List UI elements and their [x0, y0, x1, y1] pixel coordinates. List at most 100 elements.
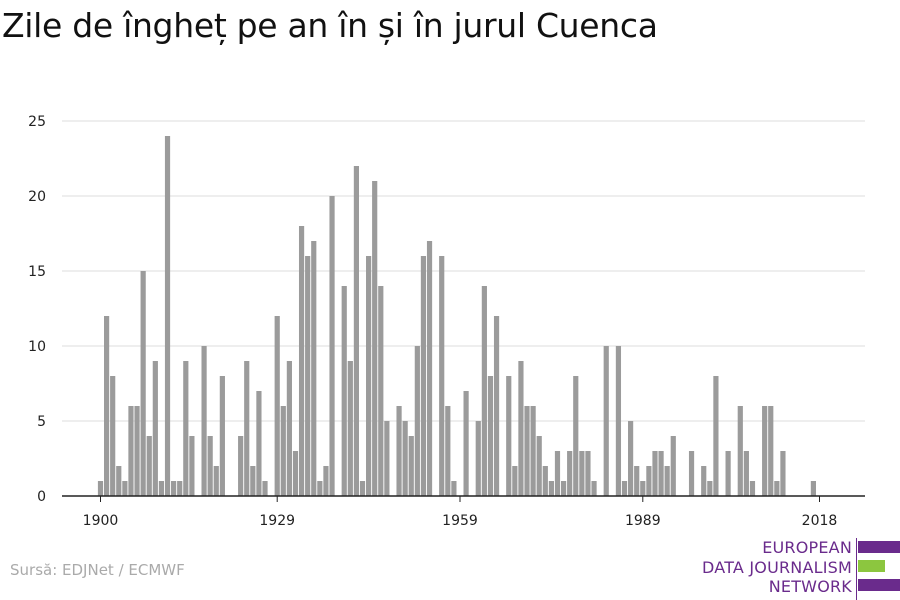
bar-1977[interactable]	[567, 451, 573, 496]
bar-1960[interactable]	[463, 391, 469, 496]
bar-1938[interactable]	[329, 196, 335, 496]
bar-1935[interactable]	[311, 241, 317, 496]
bar-1943[interactable]	[359, 481, 366, 496]
bar-1923[interactable]	[238, 436, 244, 496]
bar-1944[interactable]	[366, 256, 372, 496]
bar-1927[interactable]	[262, 481, 268, 496]
bar-1958[interactable]	[451, 481, 457, 496]
bar-1962[interactable]	[475, 421, 481, 496]
bar-1942[interactable]	[353, 166, 360, 496]
bar-1997[interactable]	[688, 451, 695, 496]
bar-1941[interactable]	[347, 361, 353, 496]
bar-1911[interactable]	[164, 136, 171, 496]
bar-2012[interactable]	[780, 451, 786, 496]
bar-2006[interactable]	[743, 451, 749, 496]
bar-1970[interactable]	[524, 406, 530, 496]
bar-1986[interactable]	[621, 481, 628, 496]
bar-1976[interactable]	[560, 481, 567, 496]
bar-1980[interactable]	[585, 451, 591, 496]
bar-1910[interactable]	[158, 481, 165, 496]
bar-2003[interactable]	[725, 451, 731, 496]
bar-1954[interactable]	[426, 241, 433, 496]
bar-1929[interactable]	[274, 316, 280, 496]
bar-2005[interactable]	[737, 406, 743, 496]
bar-1902[interactable]	[110, 376, 116, 496]
bar-1915[interactable]	[189, 436, 195, 496]
bar-1971[interactable]	[530, 406, 536, 496]
bar-1947[interactable]	[384, 421, 390, 496]
bar-1901[interactable]	[104, 316, 110, 496]
bar-1999[interactable]	[701, 466, 707, 496]
bar-1985[interactable]	[615, 346, 622, 496]
bar-1905[interactable]	[128, 406, 134, 496]
bar-2017[interactable]	[810, 481, 816, 496]
bar-1931[interactable]	[286, 361, 292, 496]
bar-1979[interactable]	[579, 451, 585, 496]
edjnet-logo[interactable]: EUROPEAN DATA JOURNALISM NETWORK	[700, 538, 900, 600]
bar-1956[interactable]	[439, 256, 445, 496]
bar-1933[interactable]	[298, 226, 305, 496]
bar-1918[interactable]	[207, 436, 213, 496]
bar-1975[interactable]	[554, 451, 561, 496]
bar-1953[interactable]	[420, 256, 427, 496]
bar-1900[interactable]	[97, 481, 104, 496]
bar-1950[interactable]	[402, 421, 408, 496]
bar-2009[interactable]	[762, 406, 768, 496]
bar-1974[interactable]	[548, 481, 554, 496]
bar-1932[interactable]	[292, 451, 299, 496]
bar-2011[interactable]	[774, 481, 780, 496]
bar-2010[interactable]	[768, 406, 774, 496]
bar-1936[interactable]	[317, 481, 323, 496]
bar-2007[interactable]	[749, 481, 756, 496]
bar-1957[interactable]	[445, 406, 451, 496]
bar-1926[interactable]	[256, 391, 262, 496]
bar-1914[interactable]	[183, 361, 189, 496]
bar-1920[interactable]	[219, 376, 225, 496]
bar-1988[interactable]	[634, 466, 640, 496]
bar-2000[interactable]	[707, 481, 713, 496]
bar-1992[interactable]	[658, 451, 664, 496]
bar-1973[interactable]	[542, 466, 548, 496]
bar-1952[interactable]	[414, 346, 420, 496]
bar-1972[interactable]	[536, 436, 542, 496]
bar-1909[interactable]	[152, 361, 158, 496]
bar-1964[interactable]	[487, 376, 494, 496]
bar-1906[interactable]	[134, 406, 140, 496]
gridlines	[62, 120, 865, 422]
bar-1924[interactable]	[244, 361, 250, 496]
bar-1987[interactable]	[628, 421, 634, 496]
bar-1917[interactable]	[201, 346, 207, 496]
bar-1965[interactable]	[493, 316, 500, 496]
bar-1968[interactable]	[512, 466, 518, 496]
bar-1983[interactable]	[603, 346, 609, 496]
bar-1978[interactable]	[573, 376, 579, 496]
bar-1969[interactable]	[518, 361, 524, 496]
bar-1913[interactable]	[177, 481, 183, 496]
x-tick-label: 1959	[442, 513, 478, 529]
bar-1907[interactable]	[140, 271, 146, 496]
bar-1967[interactable]	[506, 376, 512, 496]
bar-1919[interactable]	[213, 466, 219, 496]
bar-1937[interactable]	[323, 466, 329, 496]
bar-1994[interactable]	[670, 436, 676, 496]
bar-1963[interactable]	[481, 286, 487, 496]
bar-1991[interactable]	[652, 451, 658, 496]
bar-1940[interactable]	[341, 286, 347, 496]
bar-1925[interactable]	[250, 466, 256, 496]
bar-1990[interactable]	[646, 466, 652, 496]
bar-2001[interactable]	[713, 376, 719, 496]
bar-1912[interactable]	[171, 481, 177, 496]
bar-1934[interactable]	[305, 256, 311, 496]
bar-1930[interactable]	[280, 406, 286, 496]
bar-1993[interactable]	[664, 466, 670, 496]
bar-1908[interactable]	[146, 436, 152, 496]
bar-1946[interactable]	[378, 286, 384, 496]
bar-1981[interactable]	[591, 481, 597, 496]
bar-1949[interactable]	[396, 406, 402, 496]
bar-1951[interactable]	[408, 436, 414, 496]
bar-1904[interactable]	[122, 481, 128, 496]
bar-1903[interactable]	[116, 466, 122, 496]
bar-1945[interactable]	[372, 181, 378, 496]
bar-1989[interactable]	[640, 481, 646, 496]
